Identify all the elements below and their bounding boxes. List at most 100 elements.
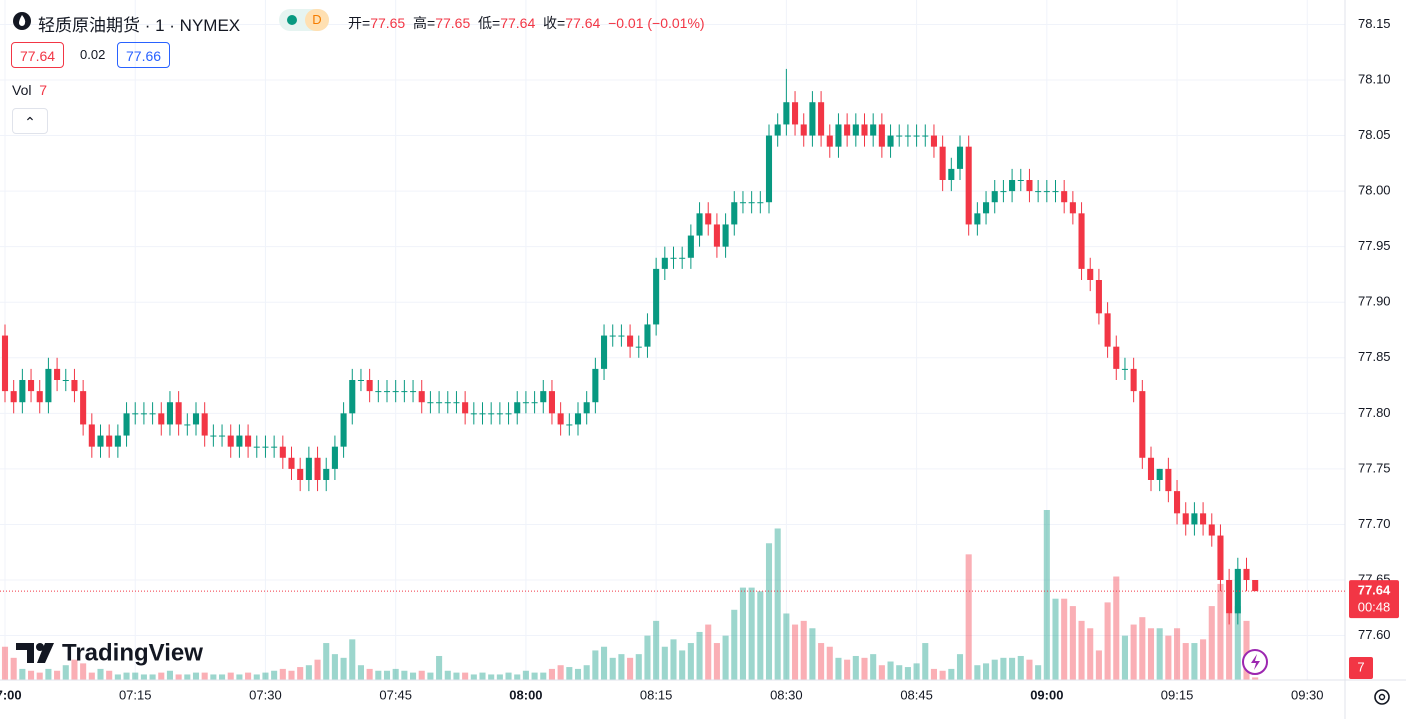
candle-body (1035, 191, 1042, 193)
ohlc-label: 高= (413, 15, 436, 31)
volume-bar (792, 624, 799, 680)
volume-bar (1234, 606, 1241, 680)
ohlc: 开=77.65 高=77.65 低=77.64 收=77.64 −0.01 (−… (348, 13, 705, 33)
volume-bar (1139, 617, 1146, 680)
collapse-button[interactable]: ⌃ (12, 108, 48, 134)
volume-bar (983, 663, 990, 680)
price-tag-bg (1349, 580, 1399, 619)
volume-bar (609, 657, 616, 680)
volume-bar (1009, 657, 1016, 680)
candle-body (792, 102, 799, 125)
volume-bar (1, 646, 9, 680)
volume-bar (852, 655, 859, 680)
candle-body (444, 402, 451, 404)
candle-body (548, 391, 555, 414)
candle-body (97, 435, 104, 447)
volume-bar (800, 620, 807, 680)
ohlc-label: 低= (478, 15, 501, 31)
candle-body (314, 457, 321, 480)
candle-body (357, 380, 364, 381)
countdown: 00:48 (1358, 600, 1391, 615)
candle-body (627, 335, 634, 347)
candle-body (1095, 280, 1102, 314)
volume-bar (844, 659, 851, 680)
candle-body (913, 135, 920, 137)
candle-body (592, 368, 599, 403)
candle-body (54, 368, 61, 380)
y-tick-label: 78.10 (1358, 71, 1391, 86)
volume-bar (514, 674, 521, 680)
candle-body (540, 391, 547, 403)
candle-body (479, 413, 486, 415)
candle-body (670, 257, 677, 259)
volume-tag-bg (1349, 657, 1373, 679)
symbol-title[interactable]: 轻质原油期货 · 1 · NYMEX (38, 16, 241, 35)
volume-bar (522, 670, 529, 680)
candle-body (757, 202, 764, 204)
candle-body (45, 368, 52, 403)
candle-body (1226, 580, 1233, 614)
candle-body (826, 135, 833, 147)
candle-body (236, 435, 243, 447)
candle-body (1252, 580, 1259, 592)
candle-body (366, 380, 373, 392)
volume-bar (323, 643, 330, 680)
candle-body (184, 424, 191, 426)
candle-body (1243, 568, 1250, 580)
volume-bar (1000, 657, 1007, 680)
candle-body (583, 402, 590, 414)
candle-body (713, 224, 720, 247)
x-tick-label: 07:15 (119, 687, 152, 702)
volume-bar (739, 587, 746, 680)
ask-box[interactable]: 77.66 (117, 42, 171, 68)
logo-text: TradingView (62, 639, 203, 666)
candle-body (748, 202, 755, 204)
x-tick-label: 09:30 (1291, 687, 1324, 702)
ohlc-value: 77.65 (435, 15, 471, 31)
volume-bar (757, 591, 764, 680)
volume-bar (340, 657, 347, 680)
x-tick-label: 08:45 (900, 687, 933, 702)
volume-bar (644, 635, 651, 680)
bid-box[interactable]: 77.64 (11, 42, 65, 68)
x-tick-label: 07:45 (379, 687, 412, 702)
volume-bar (436, 655, 443, 680)
volume-bar (748, 587, 755, 680)
candle-body (279, 446, 286, 458)
volume-bar (462, 672, 469, 680)
x-tick-label: 07:30 (249, 687, 282, 702)
volume-bar (184, 674, 191, 680)
candle-body (297, 468, 304, 480)
volume-bar (496, 674, 503, 680)
volume-bar (1052, 598, 1059, 680)
volume-bar (149, 674, 156, 680)
candle-body (123, 413, 130, 436)
candle-body (696, 213, 703, 236)
volume-bar (557, 665, 564, 680)
volume-bar (19, 668, 26, 680)
y-tick-label: 77.80 (1358, 405, 1391, 420)
volume-bar (1017, 655, 1024, 680)
candle-body (210, 435, 217, 437)
candle-body (166, 402, 173, 425)
candle-body (809, 102, 816, 136)
volume-bar (479, 672, 486, 680)
flash-icon[interactable] (1242, 649, 1268, 675)
y-tick-label: 77.75 (1358, 460, 1391, 475)
candle-body (305, 457, 312, 480)
volume-bar (904, 667, 911, 680)
candle-body (679, 257, 686, 259)
volume-bar (10, 657, 17, 680)
volume-bar (305, 665, 312, 680)
status-pill[interactable]: D (279, 9, 329, 31)
volume-bar (809, 628, 816, 680)
volume-bar (687, 643, 694, 680)
settings-icon[interactable] (1374, 689, 1390, 705)
volume-bar (28, 670, 35, 680)
ohlc-value: 77.64 (500, 15, 536, 31)
candle-body (1208, 524, 1215, 536)
symbol-icon (12, 10, 32, 33)
volume-bar (88, 672, 95, 680)
volume-bar (45, 668, 52, 680)
x-tick-label: 09:15 (1161, 687, 1194, 702)
